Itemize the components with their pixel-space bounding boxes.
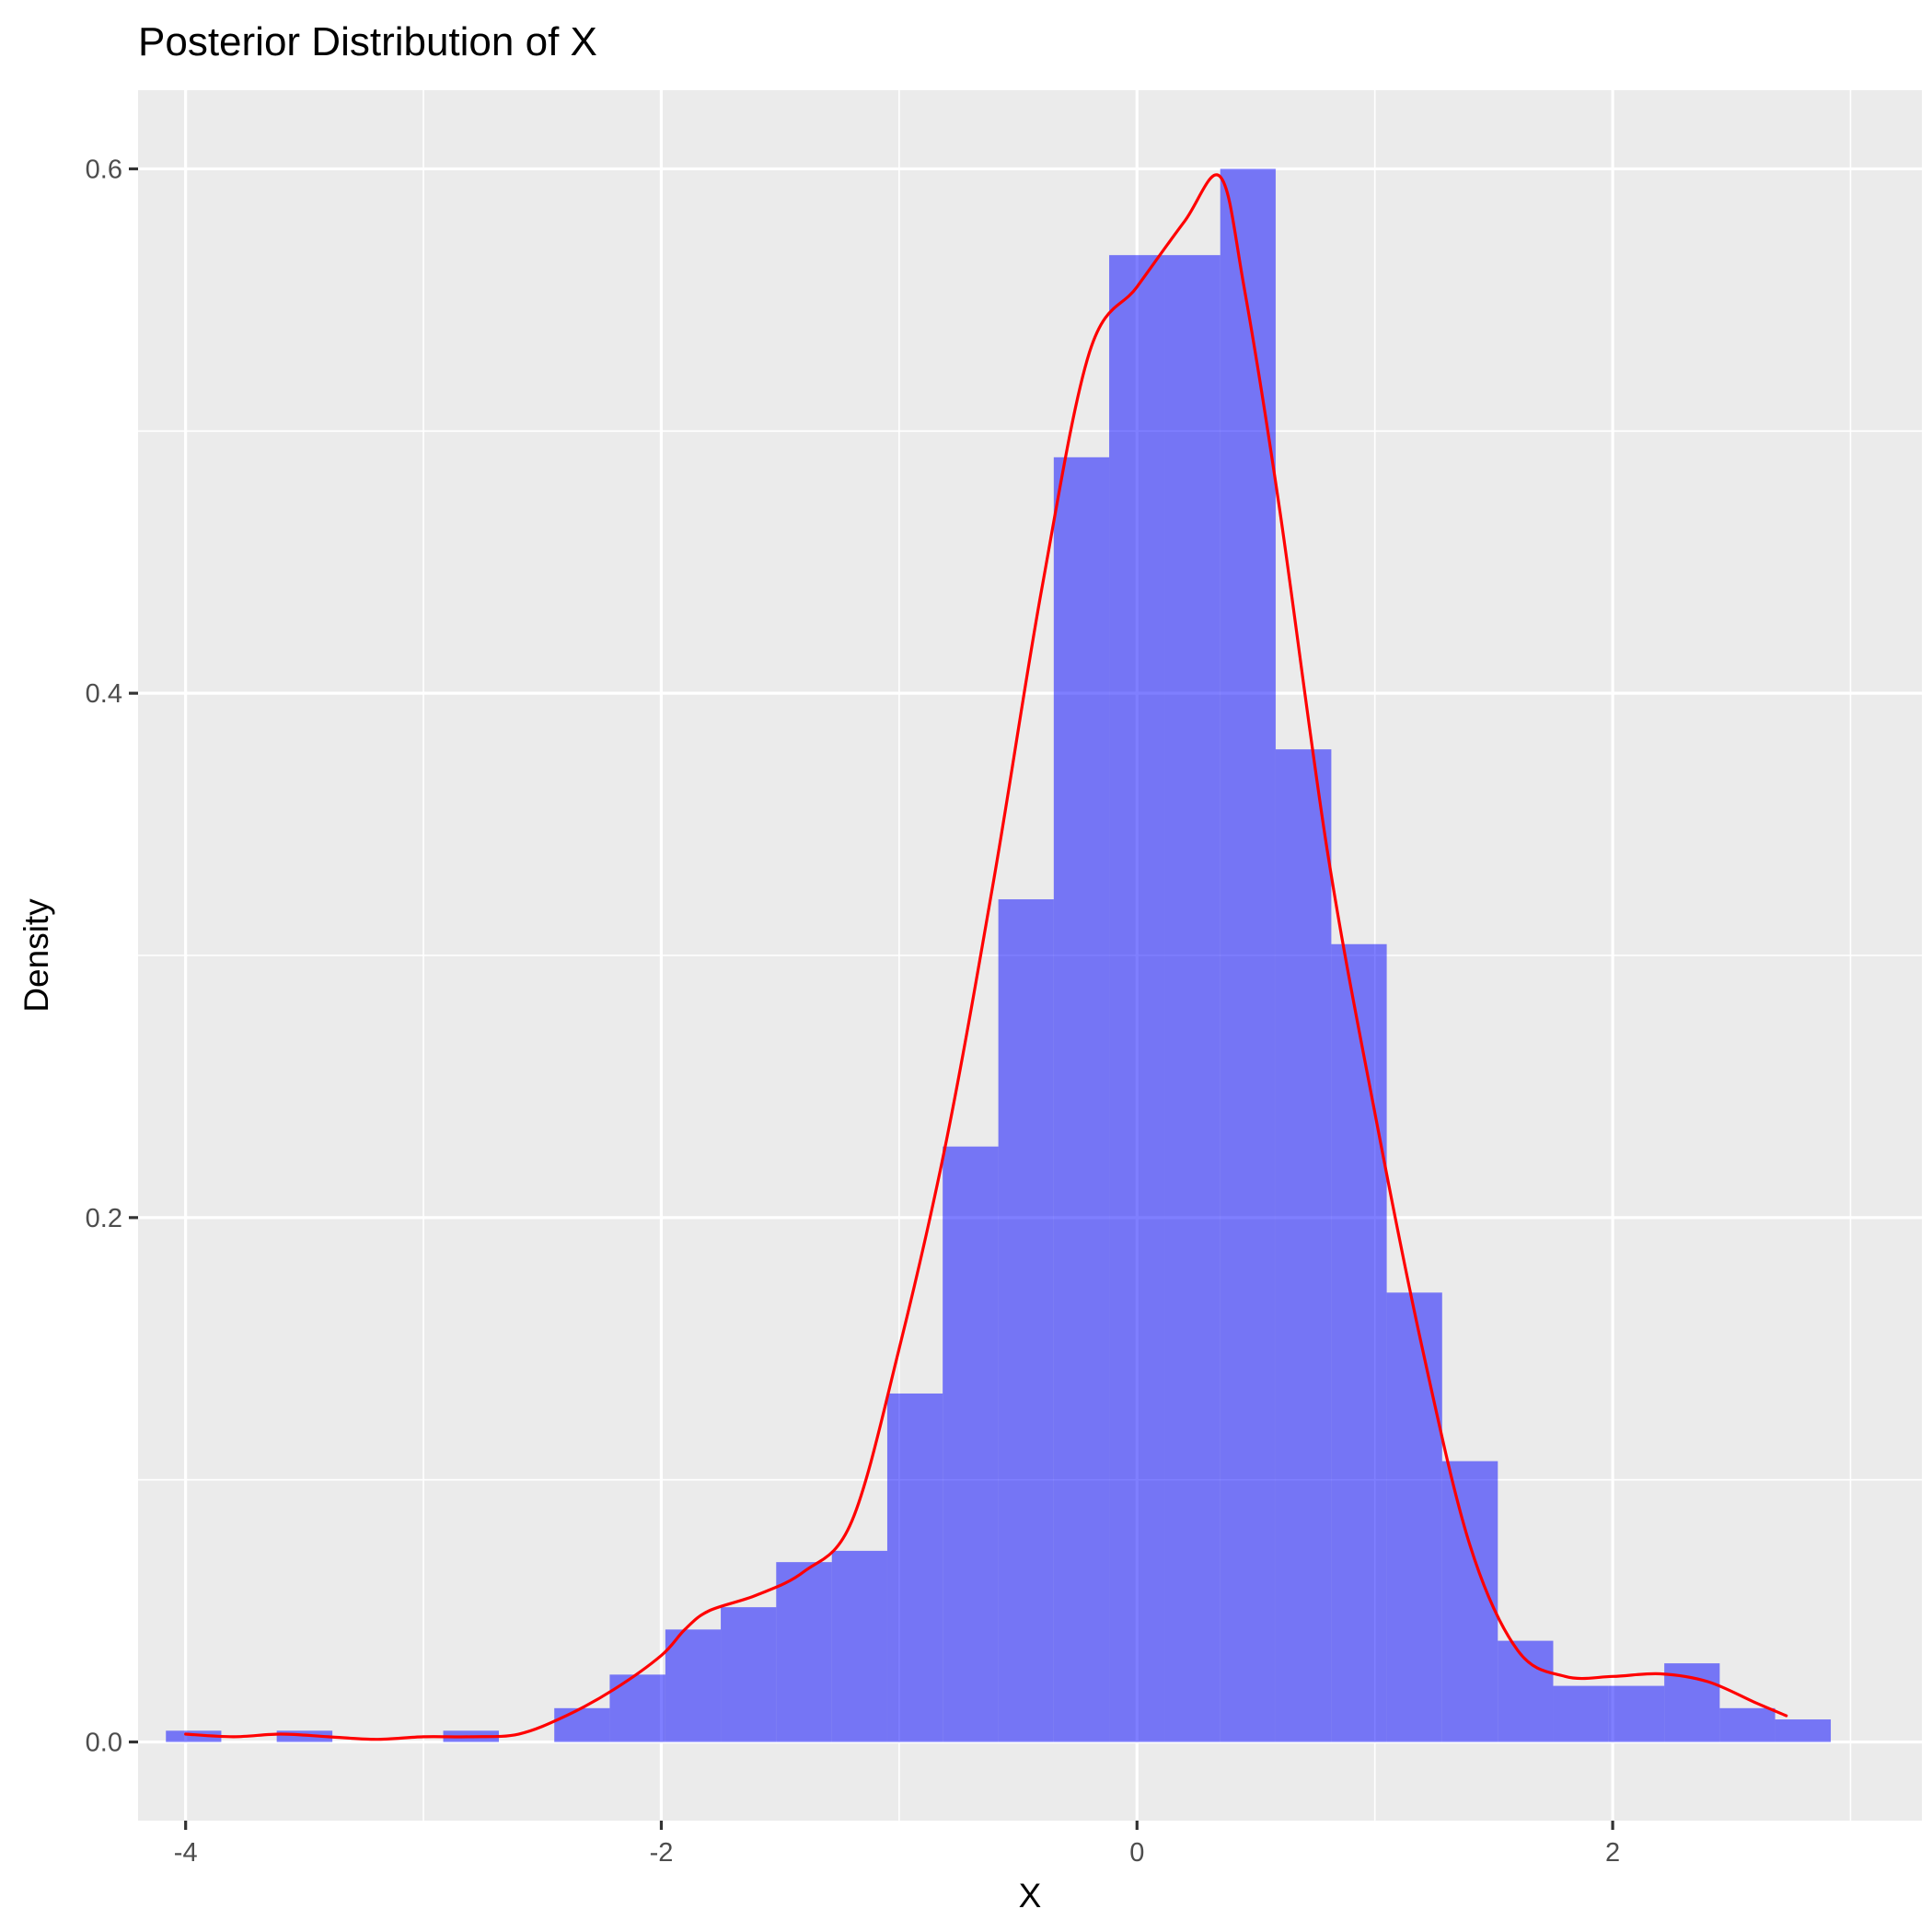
x-tick-label: -4 xyxy=(174,1838,198,1868)
histogram-bar xyxy=(998,899,1054,1742)
density-curve xyxy=(184,173,1788,1741)
histogram-bar xyxy=(776,1562,832,1742)
histogram-bar xyxy=(609,1674,665,1742)
y-tick-label: 0.0 xyxy=(86,1729,122,1758)
histogram-bar xyxy=(1275,749,1332,1742)
y-tick-label: 0.6 xyxy=(86,155,122,184)
histogram-bar xyxy=(1164,255,1221,1742)
histogram-bar xyxy=(1331,943,1387,1742)
histogram-bar xyxy=(1608,1685,1665,1742)
histogram-bar xyxy=(1053,457,1110,1742)
x-tick-label: 0 xyxy=(1129,1838,1144,1868)
histogram-bar xyxy=(554,1707,610,1742)
y-tick-label: 0.2 xyxy=(86,1204,122,1233)
y-axis: 0.0 0.2 0.4 0.6 xyxy=(86,155,138,1758)
histogram-bar xyxy=(721,1607,777,1742)
histogram-bar xyxy=(166,1730,222,1742)
y-tick-label: 0.4 xyxy=(86,679,122,709)
histogram-bar xyxy=(1719,1707,1776,1742)
histogram-bar xyxy=(1386,1292,1442,1742)
histogram-bar xyxy=(1775,1719,1832,1742)
x-axis-title: X xyxy=(1019,1877,1042,1915)
histogram-bar xyxy=(1220,168,1276,1742)
x-axis: -4 -2 0 2 xyxy=(174,1821,1620,1868)
x-tick-label: -2 xyxy=(650,1838,674,1868)
chart-title: Posterior Distribution of X xyxy=(138,19,597,64)
histogram-bar xyxy=(1498,1640,1554,1742)
histogram-bar xyxy=(665,1629,722,1742)
histogram-bar xyxy=(831,1550,887,1742)
histogram-bar xyxy=(886,1393,943,1742)
histogram-bar xyxy=(943,1146,999,1742)
x-tick-label: 2 xyxy=(1605,1838,1620,1868)
histogram-bar xyxy=(1441,1461,1498,1742)
y-axis-title: Density xyxy=(17,898,55,1012)
histogram-bar xyxy=(1553,1685,1609,1742)
histogram-bar xyxy=(1109,255,1165,1742)
